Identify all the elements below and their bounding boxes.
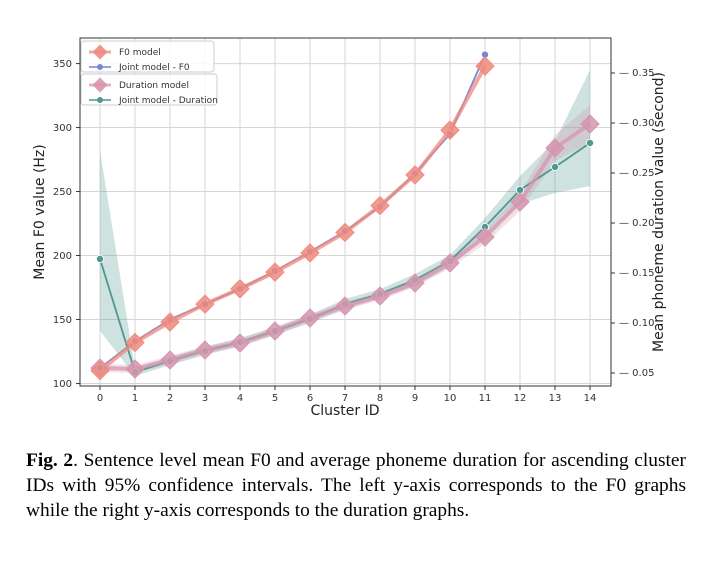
y-left-tick-label: 100	[53, 379, 72, 390]
x-axis-label: Cluster ID	[310, 403, 379, 419]
duration-model-point	[580, 114, 600, 134]
legend-f0: F0 model Joint model - F0	[80, 40, 215, 73]
duration-model-point	[265, 321, 285, 341]
x-tick-label: 7	[342, 393, 348, 404]
duration-model-point	[300, 308, 320, 328]
y-right-tick-label: — 0.35	[619, 68, 654, 79]
duration-model-point	[230, 333, 250, 353]
y-right-tick-label: — 0.25	[619, 168, 654, 179]
y-right-tick-label: — 0.10	[619, 318, 654, 329]
f0-model-point	[335, 222, 355, 243]
y-right-tick-label: — 0.15	[619, 268, 654, 279]
f0-model-point	[475, 56, 495, 76]
x-tick-label: 2	[167, 393, 173, 404]
grid	[80, 38, 611, 386]
x-tick-label: 9	[412, 393, 418, 404]
duration-model-point	[475, 227, 495, 247]
x-tick-label: 6	[307, 393, 313, 404]
x-tick-label: 5	[272, 393, 278, 404]
y-axis-label-right: Mean phoneme duration value (second)	[651, 72, 667, 352]
f0-model-point	[300, 243, 320, 263]
legend-swatch-marker	[97, 97, 103, 103]
joint-model-duration-ci-band	[100, 70, 590, 376]
legend-label: Joint model - F0	[118, 63, 190, 73]
caption-text: . Sentence level mean F0 and average pho…	[26, 450, 686, 521]
axis-ticks: 0 1 2 3 4 5 6 7 8 9 10 11 12 13 14100150200250300350— …	[53, 59, 655, 404]
duration-model-point	[125, 359, 145, 379]
f0-model-point	[125, 332, 145, 353]
f0-model-point	[440, 120, 460, 140]
legend-swatch-marker	[97, 64, 103, 70]
joint-model-duration-point	[586, 138, 595, 147]
y-left-tick-label: 200	[53, 251, 72, 262]
chart: 0 1 2 3 4 5 6 7 8 9 10 11 12 13 14100150200250300350— …	[32, 37, 667, 419]
f0-model-point	[230, 279, 250, 299]
figure-caption: Fig. 2. Sentence level mean F0 and avera…	[26, 448, 686, 523]
duration-model-point	[510, 192, 530, 212]
x-tick-label: 14	[584, 393, 597, 404]
legend-label: F0 model	[119, 48, 161, 58]
y-left-tick-label: 150	[53, 315, 72, 326]
y-right-tick-label: — 0.20	[619, 218, 654, 229]
joint-model-duration-point	[551, 162, 560, 171]
x-tick-label: 3	[202, 393, 208, 404]
joint-model-duration-point	[96, 254, 105, 263]
y-left-tick-label: 350	[53, 59, 72, 70]
legend-f0-frame	[80, 40, 215, 73]
series-markers	[90, 50, 600, 381]
x-tick-label: 12	[514, 393, 527, 404]
duration-model-point	[405, 273, 425, 293]
y-left-tick-label: 250	[53, 187, 72, 198]
duration-model-point	[370, 286, 390, 306]
f0-model-point	[90, 360, 110, 381]
duration-model-point	[160, 350, 180, 370]
x-tick-label: 4	[237, 393, 243, 404]
x-tick-label: 0	[97, 393, 103, 404]
f0-model-point	[160, 312, 180, 332]
legend-duration-frame	[80, 73, 218, 106]
duration-model-point	[195, 340, 215, 360]
y-left-tick-label: 300	[53, 123, 72, 134]
x-tick-label: 11	[479, 393, 492, 404]
duration-model-point	[335, 296, 355, 316]
figure-label: Fig. 2	[26, 450, 74, 471]
legend-swatch-marker	[92, 77, 108, 93]
f0-model-point	[370, 195, 390, 216]
f0-model-point	[195, 294, 215, 314]
x-tick-label: 10	[444, 393, 457, 404]
f0-model-point	[405, 165, 425, 185]
confidence-bands	[100, 70, 590, 376]
x-tick-label: 8	[377, 393, 383, 404]
legend-swatch-marker	[92, 44, 108, 60]
y-right-tick-label: — 0.05	[619, 368, 654, 379]
legend-label: Duration model	[119, 81, 189, 91]
legend-duration: Duration model Joint model - Duration	[80, 73, 218, 106]
x-tick-label: 13	[549, 393, 562, 404]
f0-model-point	[265, 262, 285, 282]
y-right-tick-label: — 0.30	[619, 118, 654, 129]
y-axis-label-left: Mean F0 value (Hz)	[32, 144, 48, 280]
x-tick-label: 1	[132, 393, 138, 404]
legend-label: Joint model - Duration	[118, 96, 218, 106]
legend: F0 model Joint model - F0 Duration model Jo…	[80, 40, 218, 106]
duration-model-point	[440, 253, 460, 273]
duration-model-point	[545, 138, 565, 158]
